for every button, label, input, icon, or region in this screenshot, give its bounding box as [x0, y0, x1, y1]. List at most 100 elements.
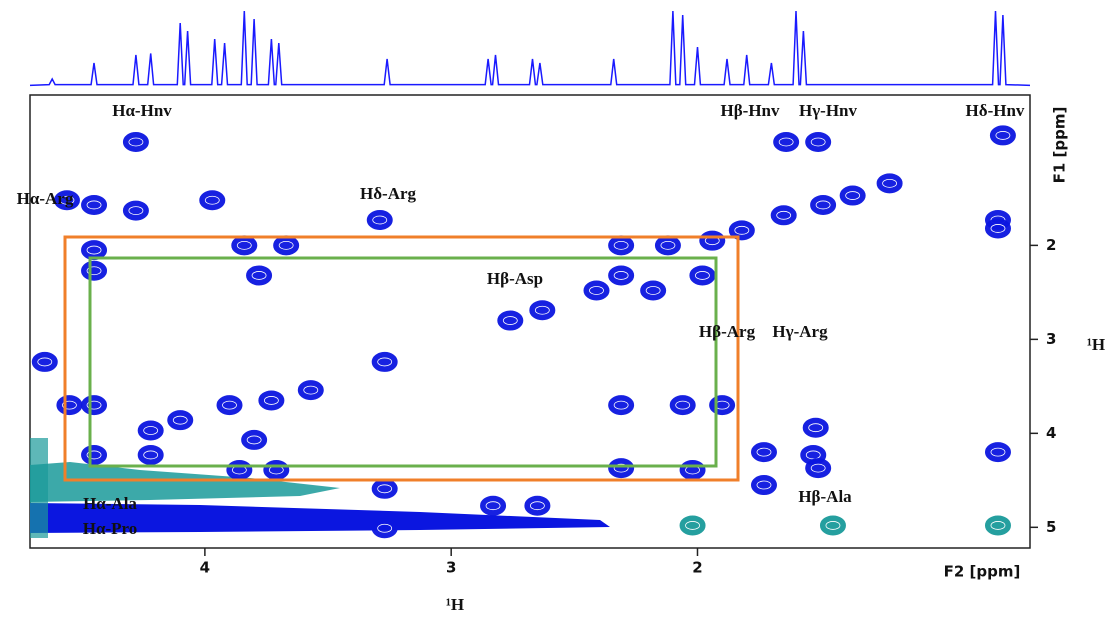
cross-peak [226, 459, 253, 480]
cross-peak [366, 209, 393, 230]
cross-peak-ring [808, 423, 824, 433]
cross-peak [480, 495, 507, 516]
cross-peak-ring [62, 400, 77, 410]
peak-annotation: Hγ-Arg [772, 322, 828, 341]
cross-peak-ring [685, 521, 700, 530]
y-tick-label: 4 [1046, 424, 1056, 442]
cross-peak-ring [59, 195, 75, 205]
y-axis-label: ¹H [1087, 335, 1105, 354]
cross-peak [984, 218, 1011, 239]
cross-peak [640, 280, 667, 301]
cross-peak [819, 515, 846, 536]
cross-peak [654, 235, 681, 256]
cross-peak [258, 390, 285, 411]
cross-peak [81, 444, 108, 465]
cross-peak [750, 475, 777, 496]
cross-peak [122, 200, 149, 221]
cross-peak-ring [695, 271, 710, 280]
cross-peak-ring [675, 400, 691, 410]
cross-peak-ring [246, 435, 262, 445]
cross-peak-ring [222, 400, 237, 410]
blue-streak [30, 503, 610, 533]
cross-peak-ring [845, 191, 861, 200]
cross-peak [608, 235, 635, 256]
cross-peak [770, 205, 797, 226]
cross-peak [608, 395, 635, 416]
x-unit-label: F2 [ppm] [944, 563, 1021, 581]
cross-peak-ring [756, 480, 772, 490]
cross-peak-ring [263, 396, 279, 405]
peak-annotation: Hα-Hnv [112, 101, 172, 120]
cross-peak [699, 230, 726, 251]
cross-peak-ring [825, 521, 841, 530]
cross-peak [984, 442, 1011, 463]
peak-annotation: Hα-Arg [17, 189, 74, 208]
peak-annotation: Hγ-Hnv [799, 101, 858, 120]
cross-peak [31, 351, 58, 372]
cross-peak-ring [172, 415, 188, 425]
cross-peak-ring [613, 271, 629, 280]
cross-peak-ring [86, 245, 102, 255]
cross-peak-ring [236, 240, 252, 250]
cross-peak [371, 351, 398, 372]
cross-peak [246, 265, 273, 286]
cross-peak [679, 515, 706, 536]
peak-annotation: Hδ-Arg [360, 184, 417, 203]
cross-peak [529, 300, 556, 321]
cross-peak [679, 459, 706, 480]
cross-peak-ring [810, 137, 826, 147]
y-tick-label: 2 [1046, 236, 1056, 254]
x-axis-label: ¹H [446, 595, 464, 614]
cross-peak [137, 420, 164, 441]
cross-peak [805, 458, 832, 479]
cross-peak [728, 220, 755, 241]
cross-peak [497, 310, 524, 331]
cross-peak [689, 265, 716, 286]
cross-peak [583, 280, 610, 301]
cross-peak-ring [815, 200, 831, 210]
cross-peak [273, 235, 300, 256]
peak-annotation: Hα-Pro [83, 519, 138, 538]
cross-peak-ring [810, 463, 826, 473]
cross-peak-ring [534, 305, 550, 315]
cross-peak-ring [645, 286, 661, 295]
cross-peak [810, 194, 837, 215]
cross-peak [371, 518, 398, 539]
cross-peak [773, 131, 800, 152]
cross-peak-ring [990, 521, 1006, 530]
cross-peak-ring [613, 463, 629, 473]
cross-peak [81, 260, 108, 281]
cross-peak [802, 417, 829, 438]
cross-peak-ring [589, 286, 604, 295]
y-unit-label: F1 [ppm] [1051, 107, 1069, 184]
green-box [88, 256, 718, 468]
cross-peak-ring [372, 215, 388, 225]
cross-peak-ring [660, 240, 676, 250]
cross-peak [199, 190, 226, 211]
baseline-streaks [30, 438, 610, 538]
peak-annotation: Hβ-Hnv [720, 101, 780, 120]
cross-peak [876, 173, 903, 194]
cross-peak [608, 458, 635, 479]
cross-peak-ring [143, 426, 159, 435]
cross-peak-ring [613, 400, 629, 410]
cross-peak-ring [613, 240, 629, 250]
cross-peak [371, 478, 398, 499]
cross-peak-ring [502, 316, 518, 325]
cross-peak [263, 459, 290, 480]
x-tick-label: 2 [692, 559, 702, 577]
teal-edge [30, 438, 48, 538]
cross-peak [989, 125, 1016, 146]
cross-peak [81, 240, 108, 261]
peaks [31, 125, 1016, 539]
cross-peak [81, 194, 108, 215]
cross-peak-ring [128, 206, 144, 215]
teal-streak [30, 462, 340, 502]
peak-annotation: Hβ-Ala [798, 487, 852, 506]
cross-peak [608, 265, 635, 286]
cross-peak-ring [990, 224, 1006, 233]
cross-peak [805, 131, 832, 152]
cross-peak [984, 515, 1011, 536]
cross-peak-ring [278, 240, 294, 250]
